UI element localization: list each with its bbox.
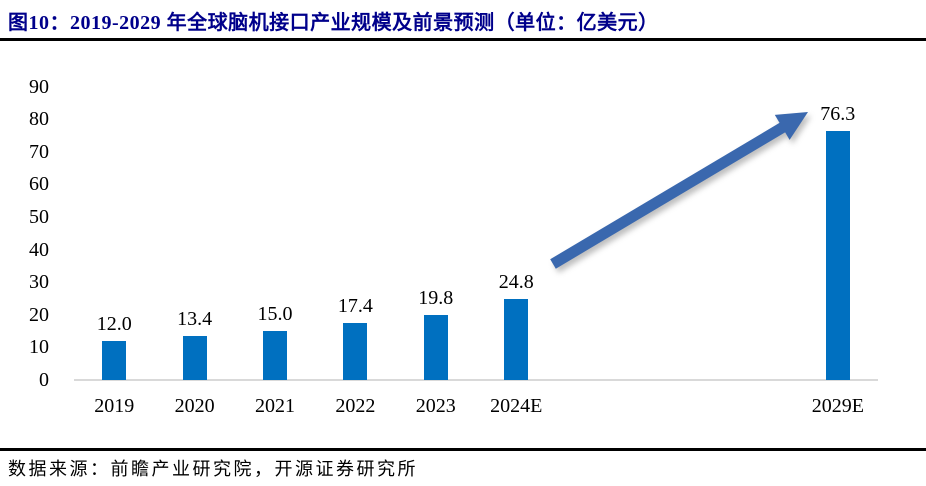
y-axis-tick-label: 30: [29, 271, 49, 294]
y-axis-tick-label: 20: [29, 303, 49, 326]
y-axis-tick-label: 90: [29, 75, 49, 98]
bar-value-label: 12.0: [96, 312, 132, 335]
bar-value-label: 76.3: [820, 103, 856, 126]
bar-value-label: 13.4: [177, 308, 213, 331]
bar-2021: [263, 331, 287, 380]
bar-value-label: 19.8: [418, 287, 454, 310]
y-axis-tick-label: 80: [29, 108, 49, 131]
source-note: 数据来源：前瞻产业研究院，开源证券研究所: [8, 459, 418, 479]
bar-value-label: 24.8: [498, 271, 534, 294]
growth-arrow-icon: [550, 112, 808, 269]
bar-2020: [182, 336, 207, 380]
x-axis-tick-label: 2020: [174, 395, 215, 417]
figure-title: 图10：2019-2029 年全球脑机接口产业规模及前景预测（单位：亿美元）: [8, 12, 659, 34]
x-axis-tick-label: 2021: [255, 395, 295, 417]
bar-2019: [102, 340, 127, 380]
y-axis-tick-label: 50: [29, 206, 49, 228]
x-axis-tick-label: 2024E: [490, 395, 543, 417]
x-axis-line: [74, 379, 878, 381]
bar-value-label: 17.4: [337, 295, 373, 318]
x-axis-tick-label: 2029E: [811, 395, 864, 417]
bar-2024E: [504, 299, 529, 380]
y-axis-tick-label: 10: [29, 336, 49, 359]
bar-2022: [343, 323, 368, 380]
bar-value-label: 15.0: [257, 303, 293, 326]
x-axis-tick-label: 2022: [335, 395, 376, 417]
x-axis-tick-label: 2019: [94, 395, 135, 417]
y-axis-tick-label: 0: [39, 369, 49, 391]
y-axis-tick-label: 40: [29, 238, 49, 261]
y-axis-tick-label: 60: [29, 173, 49, 196]
title-divider: [0, 38, 926, 41]
source-divider: [0, 448, 926, 451]
x-axis-tick-label: 2023: [415, 395, 456, 417]
y-axis-tick-label: 70: [29, 140, 49, 163]
bar-2029E: [825, 131, 850, 380]
bar-2023: [423, 315, 448, 380]
